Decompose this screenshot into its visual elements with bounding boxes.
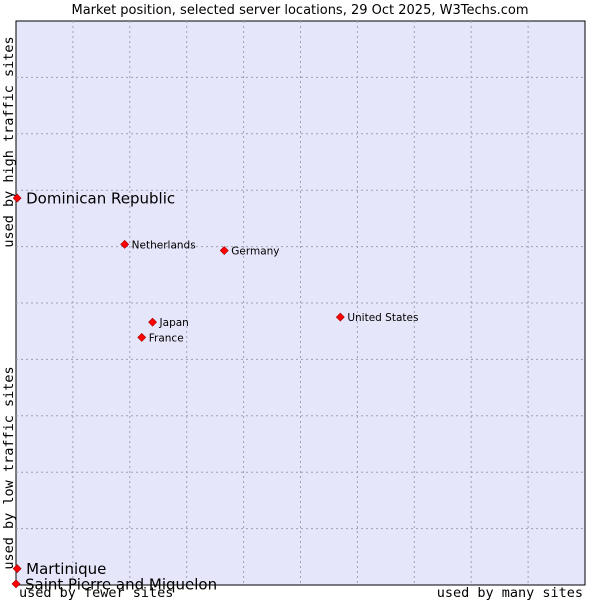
label-united-states: United States [347,312,418,324]
chart-title: Market position, selected server locatio… [71,3,528,18]
point-france: France [137,332,184,344]
label-saint-pierre-and-miquelon: Saint Pierre and Miquelon [25,575,217,593]
point-martinique: Martinique [12,560,106,578]
x-axis-label-left: used by fewer sites [19,585,173,600]
point-netherlands: Netherlands [120,239,196,251]
label-netherlands: Netherlands [132,239,196,251]
point-japan: Japan [148,317,189,329]
label-germany: Germany [231,246,279,258]
label-martinique: Martinique [26,560,106,578]
grid-lines [16,21,585,585]
point-germany: Germany [219,246,280,258]
marker-saint-pierre-and-miquelon [11,579,21,589]
y-axis-label-top: used by high traffic sites [1,36,17,247]
marker-france [137,332,147,342]
y-axis-label-bottom: used by low traffic sites [1,366,17,569]
marker-martinique [12,564,22,574]
marker-germany [219,246,229,255]
point-united-states: United States [335,312,418,324]
label-france: France [149,332,184,344]
data-points: Dominican Republic Netherlands Germany Unit… [11,190,418,593]
marker-dominican-republic [12,193,22,203]
label-dominican-republic: Dominican Republic [26,190,175,208]
point-saint-pierre-and-miquelon: Saint Pierre and Miquelon [11,575,217,593]
marker-netherlands [120,239,130,249]
marker-united-states [335,312,345,322]
point-dominican-republic: Dominican Republic [12,190,175,208]
label-japan: Japan [159,317,189,329]
x-axis-label-right: used by many sites [437,585,583,600]
marker-japan [148,317,157,327]
